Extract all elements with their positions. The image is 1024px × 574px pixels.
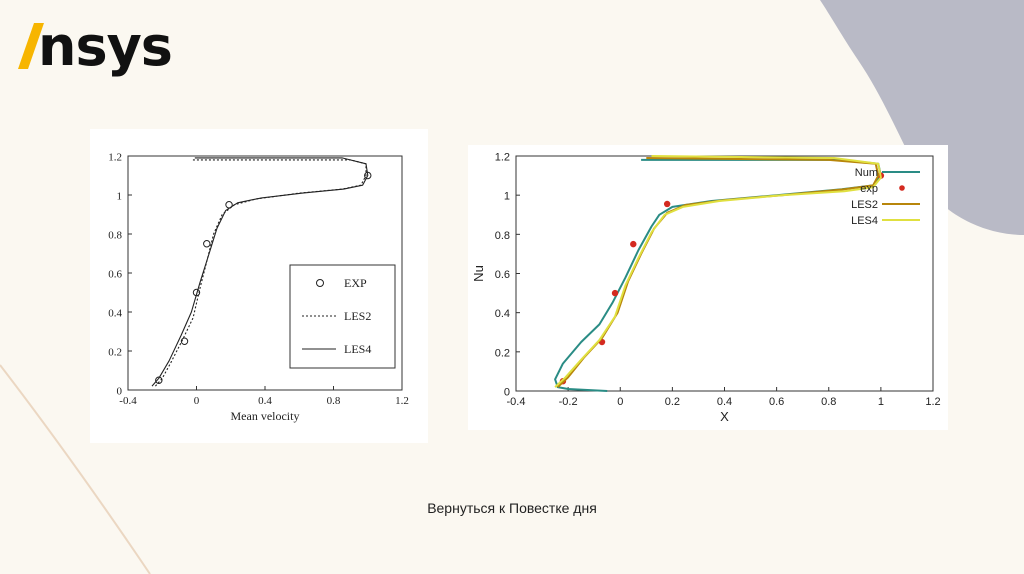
x-tick-label: 0.8 [327,395,341,407]
y-tick-label: 0.6 [495,269,510,281]
x-tick-label: -0.2 [559,396,578,408]
back-to-agenda-link[interactable]: Вернуться к Повестке дня [427,500,597,516]
legend-marker [316,279,324,287]
legend-box [289,264,396,369]
x-tick-label: 0 [194,395,200,407]
ansys-logo: nsys [10,10,173,82]
y-tick-label: 1.2 [108,152,122,164]
x-tick-label: 0.2 [665,396,680,408]
x-axis-label: Mean velocity [231,409,300,423]
y-tick-label: 0.2 [495,347,510,359]
series-line [154,159,367,387]
legend-marker [899,185,905,191]
x-tick-label: 0.6 [769,396,784,408]
chart-right: -0.4 -0.2 0 0.2 0.4 0.6 0.8 1 1.2 0 0.2 0.4 0.6 0.8 1 1… [471,152,941,425]
x-tick-label: 1 [878,396,884,408]
series-line [151,157,369,387]
legend-label: exp [860,183,878,195]
legend-label: LES4 [851,215,878,227]
x-tick-label: 0 [617,396,623,408]
decorative-curve [0,364,151,574]
logo-wordmark: nsys [38,14,173,78]
legend-label: LES4 [344,342,371,356]
series-point [630,240,637,248]
legend-label: LES2 [851,199,878,211]
y-tick-label: 1.2 [495,152,510,164]
legend-label: LES2 [344,309,371,323]
y-axis-label: Nu [471,265,486,282]
y-tick-label: 1 [504,191,510,203]
series-point [155,376,163,384]
y-tick-label: 0 [117,386,123,398]
footer: Вернуться к Повестке дня [0,500,1024,516]
chart-left-panel: -0.4 0 0.4 0.8 1.2 0 0.2 0.4 0.6 0.8 1 1.2 Mean velo… [90,129,428,443]
x-tick-label: 1.2 [395,395,409,407]
x-tick-label: 0.4 [258,395,272,407]
x-tick-label: 0.4 [717,396,732,408]
series-point [663,200,671,208]
legend-label: Num [855,167,878,179]
y-tick-label: 0.8 [495,230,510,242]
y-tick-label: 0.6 [108,269,122,281]
legend-label: EXP [344,276,367,290]
x-tick-label: -0.4 [119,395,137,407]
series-line [554,158,882,392]
x-tick-label: 1.2 [925,396,940,408]
series-point [203,240,211,248]
y-tick-label: 0.8 [108,230,122,242]
series-line [554,155,882,388]
x-tick-label: 0.8 [821,396,836,408]
chart-right-panel: -0.4 -0.2 0 0.2 0.4 0.6 0.8 1 1.2 0 0.2 0.4 0.6 0.8 1 1… [468,145,948,430]
series-point [611,289,619,297]
x-axis-label: X [720,409,729,424]
y-tick-label: 1 [117,191,123,203]
logo-mark-icon [18,23,44,69]
y-tick-label: 0.2 [108,347,122,359]
y-tick-label: 0.4 [495,308,510,320]
y-tick-label: 0.4 [108,308,122,320]
logo-mark-shape [18,23,44,69]
corner-shape [820,0,1024,235]
y-tick-label: 0 [504,387,510,399]
x-tick-label: -0.4 [507,396,526,408]
